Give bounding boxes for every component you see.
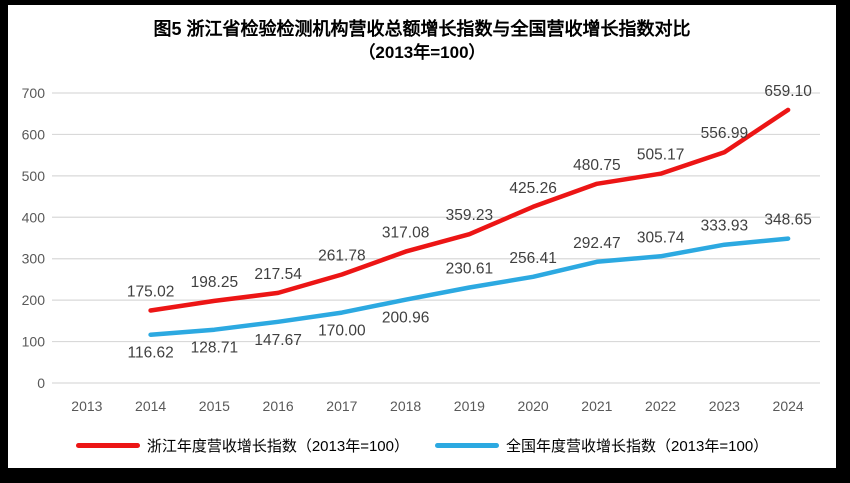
data-label: 198.25 (191, 274, 238, 291)
y-axis-tick-label: 700 (22, 85, 46, 101)
y-axis-tick-label: 300 (22, 251, 46, 267)
data-label: 147.67 (254, 332, 301, 349)
legend-swatch-zhejiang (75, 443, 140, 448)
x-axis-tick-label: 2014 (135, 398, 166, 414)
data-label: 348.65 (764, 212, 811, 229)
x-axis-tick-label: 2019 (454, 398, 485, 414)
x-axis-tick-label: 2023 (709, 398, 740, 414)
chart-legend: 浙江年度营收增长指数（2013年=100） 全国年度营收增长指数（2013年=1… (8, 435, 836, 456)
x-axis-tick-label: 2020 (518, 398, 549, 414)
data-label: 256.41 (509, 250, 556, 267)
data-label: 116.62 (127, 345, 173, 362)
chart-subtitle: （2013年=100） (358, 43, 486, 63)
data-label: 333.93 (701, 218, 748, 235)
y-axis-tick-label: 400 (22, 209, 46, 225)
data-label: 170.00 (318, 323, 366, 340)
data-label: 659.10 (764, 83, 812, 100)
x-axis-tick-label: 2018 (390, 398, 421, 414)
legend-swatch-national (435, 443, 499, 448)
x-axis-tick-label: 2015 (199, 398, 230, 414)
data-label: 505.17 (637, 147, 684, 164)
y-axis-tick-label: 100 (22, 334, 46, 350)
data-label: 359.23 (446, 207, 493, 224)
y-axis-tick-label: 500 (22, 168, 46, 184)
legend-label-national: 全国年度营收增长指数（2013年=100） (506, 438, 769, 455)
x-axis-tick-label: 2013 (71, 398, 102, 414)
data-label: 128.71 (191, 340, 238, 357)
data-label: 305.74 (637, 229, 685, 246)
x-axis-tick-label: 2016 (263, 398, 294, 414)
data-label: 292.47 (573, 235, 620, 252)
x-axis-tick-label: 2022 (645, 398, 676, 414)
data-label: 556.99 (701, 125, 748, 142)
data-label: 425.26 (509, 180, 556, 197)
data-label: 175.02 (127, 283, 174, 300)
x-axis-tick-label: 2017 (326, 398, 357, 414)
chart-canvas: 图5 浙江省检验检测机构营收总额增长指数与全国营收增长指数对比 （2013年=1… (8, 5, 836, 468)
data-label: 317.08 (382, 225, 429, 242)
data-label: 480.75 (573, 157, 620, 174)
y-axis-tick-label: 600 (22, 126, 46, 142)
legend-label-zhejiang: 浙江年度营收增长指数（2013年=100） (146, 438, 409, 455)
legend-item-zhejiang: 浙江年度营收增长指数（2013年=100） (75, 435, 409, 456)
y-axis-tick-label: 200 (22, 292, 46, 308)
chart-title: 图5 浙江省检验检测机构营收总额增长指数与全国营收增长指数对比 (153, 19, 691, 39)
chart-plot-area: 0 100 200 300 400 500 600 700 2013 2014 2015 2016 20… (22, 83, 820, 414)
series-line-0 (148, 107, 791, 313)
series-line-1 (148, 236, 791, 337)
chart-title-block: 图5 浙江省检验检测机构营收总额增长指数与全国营收增长指数对比 （2013年=1… (8, 17, 836, 64)
data-label: 230.61 (446, 260, 493, 277)
legend-item-national: 全国年度营收增长指数（2013年=100） (435, 435, 768, 456)
data-label: 217.54 (254, 266, 302, 283)
data-label: 261.78 (318, 248, 365, 265)
x-axis-tick-label: 2021 (581, 398, 612, 414)
x-axis-tick-label: 2024 (773, 398, 804, 414)
y-axis-tick-label: 0 (37, 375, 45, 391)
data-label: 200.96 (382, 310, 429, 327)
